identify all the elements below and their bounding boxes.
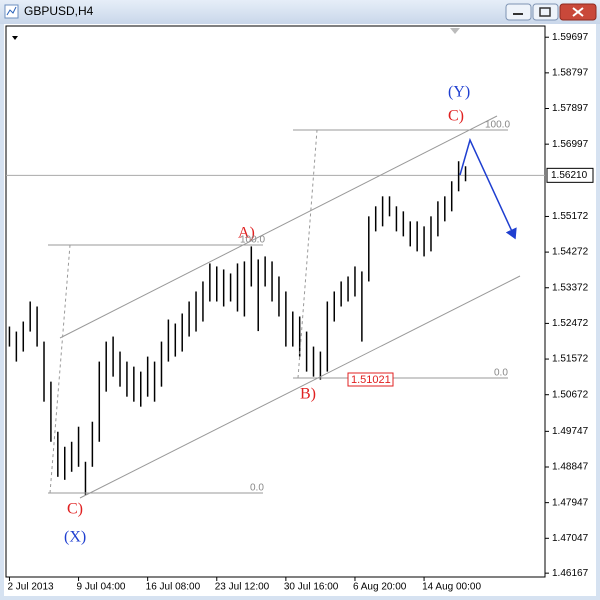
y-tick-label: 1.52472 xyxy=(552,318,589,329)
fibo-label: 100.0 xyxy=(485,120,510,131)
fibo-label: 0.0 xyxy=(494,368,508,379)
wave-label: (Y) xyxy=(448,84,470,101)
channel-upper xyxy=(59,115,498,339)
y-tick-label: 1.46167 xyxy=(552,568,589,579)
chart-area xyxy=(4,24,596,596)
window-icon-line xyxy=(6,6,17,16)
plot-border xyxy=(5,25,546,578)
x-tick-label: 6 Aug 20:00 xyxy=(353,582,407,593)
fibo-label: 0.0 xyxy=(250,483,264,494)
x-tick-label: 9 Jul 04:00 xyxy=(77,582,126,593)
y-tick-label: 1.58797 xyxy=(552,68,589,79)
last-price-label: 1.56210 xyxy=(551,170,588,181)
y-tick-label: 1.59697 xyxy=(552,32,589,43)
title-bar xyxy=(0,0,600,24)
y-tick-label: 1.53372 xyxy=(552,282,589,293)
y-tick-label: 1.48847 xyxy=(552,462,589,473)
x-tick-label: 2 Jul 2013 xyxy=(7,582,54,593)
maximize-button[interactable] xyxy=(532,3,559,21)
forecast-arrow xyxy=(459,137,517,240)
wave-label: B) xyxy=(300,386,316,403)
y-tick-label: 1.57897 xyxy=(552,103,589,114)
y-tick-label: 1.47947 xyxy=(552,497,589,508)
y-tick-label: 1.49747 xyxy=(552,426,589,437)
price-label-box xyxy=(347,372,394,387)
shift-marker xyxy=(450,28,460,34)
wave-label: (X) xyxy=(64,529,86,546)
plot: 1.59697 1.58797 1.57897 1.56997 1.55172 1.542… xyxy=(6,32,594,593)
x-tick-label: 23 Jul 12:00 xyxy=(215,582,270,593)
x-tick-label: 30 Jul 16:00 xyxy=(284,582,339,593)
wave-label: C) xyxy=(448,108,464,125)
wave-label: A) xyxy=(238,225,255,242)
menu-triangle xyxy=(12,36,18,40)
y-tick-label: 1.56997 xyxy=(552,139,589,150)
channel-lower xyxy=(79,275,521,499)
maximize-icon xyxy=(539,7,551,17)
y-tick-label: 1.54272 xyxy=(552,247,589,258)
price-label: 1.51021 xyxy=(351,374,391,386)
last-price-box xyxy=(546,167,594,183)
minimize-icon xyxy=(513,13,523,15)
window-title: GBPUSD,H4 xyxy=(24,4,94,18)
close-icon xyxy=(572,7,584,17)
y-tick-label: 1.55172 xyxy=(552,211,589,222)
y-tick-label: 1.50672 xyxy=(552,389,589,400)
wave-label: C) xyxy=(67,501,83,518)
minimize-button[interactable] xyxy=(505,3,532,21)
fibo-label: 100.0 xyxy=(240,235,265,246)
drawings: (Y) C) 100.0 A) 100.0 B) 1.51021 0.0 C) … xyxy=(48,84,521,546)
x-tick-label: 16 Jul 08:00 xyxy=(146,582,201,593)
y-tick-label: 1.51572 xyxy=(552,354,589,365)
x-tick-label: 14 Aug 00:00 xyxy=(422,582,481,593)
y-tick-label: 1.47047 xyxy=(552,533,589,544)
